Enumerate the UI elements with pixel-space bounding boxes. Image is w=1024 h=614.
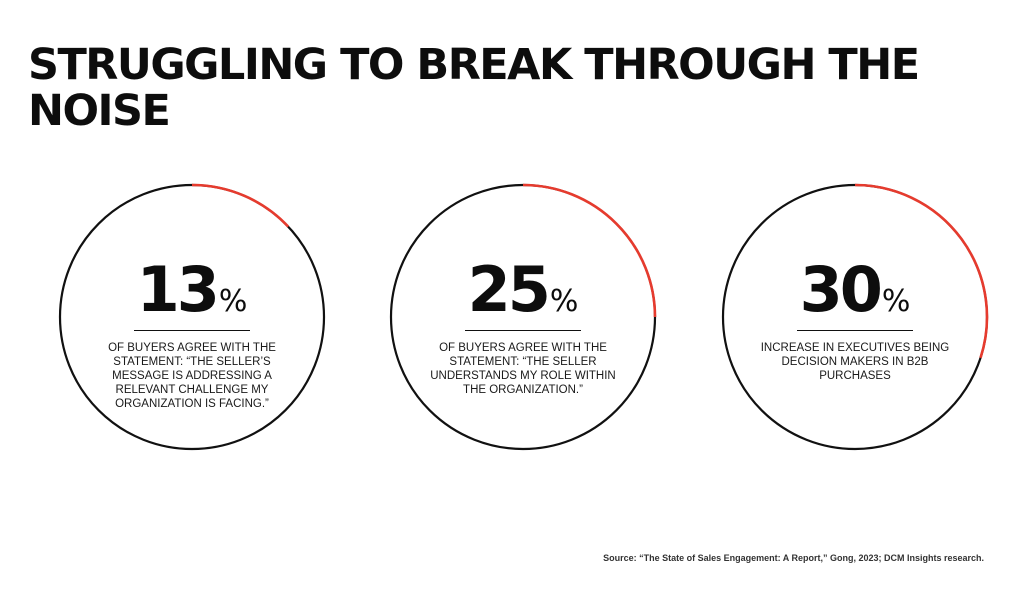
stat-circle-3: 30% INCREASE IN EXECUTIVES BEING DECISIO… [721, 183, 989, 451]
stat-description: OF BUYERS AGREE WITH THE STATEMENT: “THE… [108, 342, 276, 410]
stat-description: OF BUYERS AGREE WITH THE STATEMENT: “THE… [430, 342, 616, 396]
progress-ring-2 [389, 183, 657, 451]
progress-ring-3 [721, 183, 989, 451]
ring-arc [854, 183, 989, 359]
ring-arc [191, 183, 290, 228]
progress-ring-1 [58, 183, 326, 451]
stat-value: 25% [389, 253, 657, 326]
percent-sign: % [218, 284, 248, 319]
ring-arc [522, 183, 657, 318]
page-title: STRUGGLING TO BREAK THROUGH THE NOISE [28, 40, 920, 136]
stat-value: 13% [58, 253, 326, 326]
percent-sign: % [549, 284, 579, 319]
stat-description: INCREASE IN EXECUTIVES BEING DECISION MA… [760, 342, 950, 382]
stat-number: 30 [799, 253, 883, 326]
stat-number: 13 [136, 253, 220, 326]
divider [797, 330, 913, 331]
divider [134, 330, 250, 331]
percent-sign: % [881, 284, 911, 319]
divider [465, 330, 581, 331]
stat-circle-2: 25% OF BUYERS AGREE WITH THE STATEMENT: … [389, 183, 657, 451]
stat-circle-1: 13% OF BUYERS AGREE WITH THE STATEMENT: … [58, 183, 326, 451]
stat-number: 25 [467, 253, 551, 326]
stat-value: 30% [721, 253, 989, 326]
source-note: Source: “The State of Sales Engagement: … [603, 553, 984, 563]
